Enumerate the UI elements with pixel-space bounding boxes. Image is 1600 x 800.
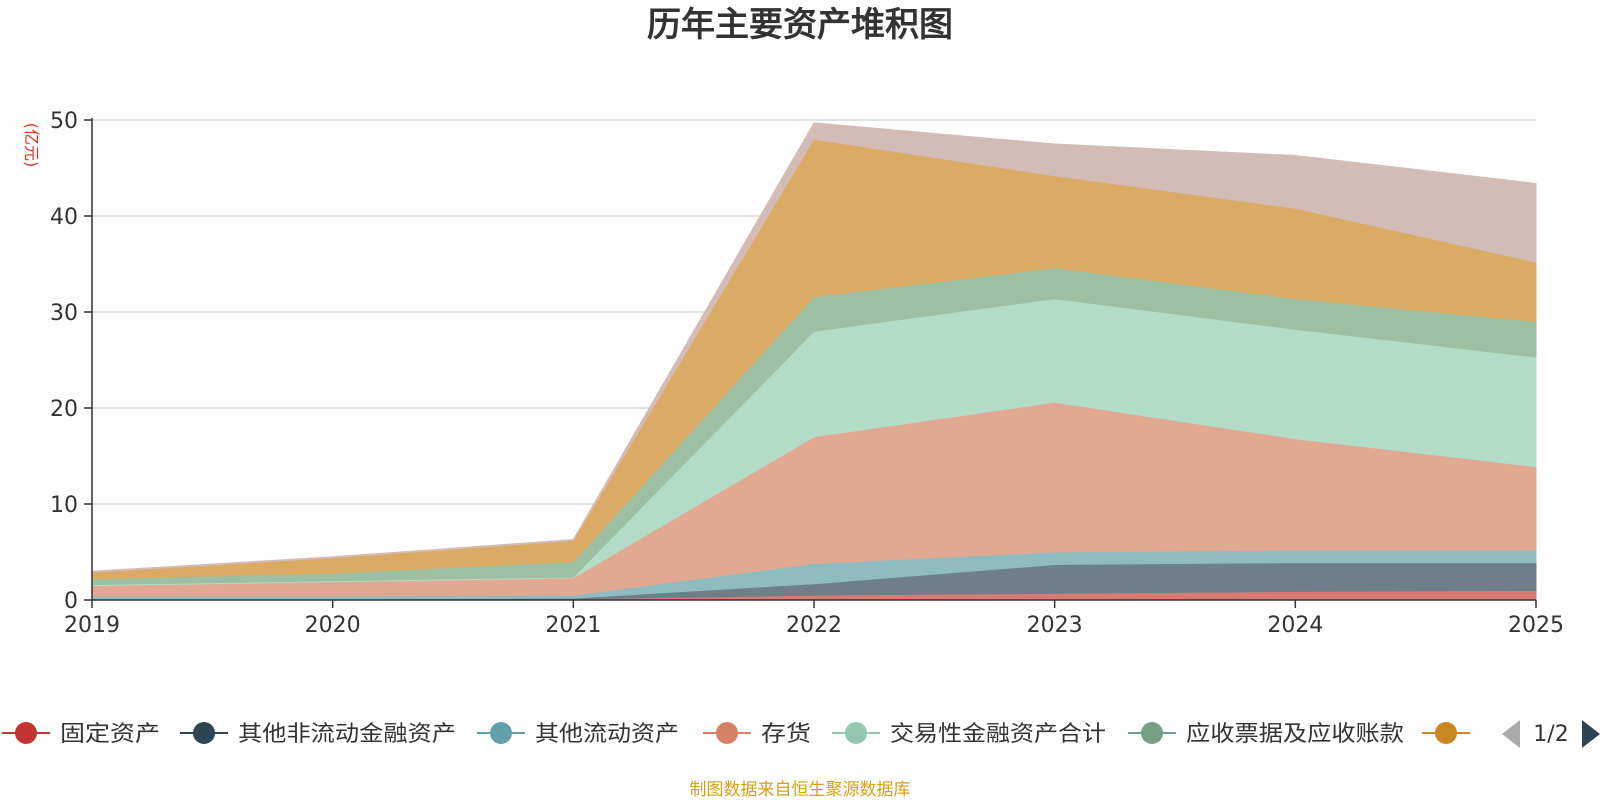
x-tick-label: 2019 [64,613,120,638]
y-tick-label: 50 [50,109,78,134]
y-tick-label: 40 [50,205,78,230]
y-tick-label: 10 [50,493,78,518]
legend-item-2[interactable]: 其他非流动金融资产 [180,722,456,747]
legend-item-6[interactable]: 应收票据及应收账款 [1128,722,1404,747]
legend-item-4[interactable]: 存货 [703,722,811,747]
axes: 0 10 20 30 40 50 2019 2020 2021 2022 2023 2024 2025 [50,109,1564,638]
x-tick-label: 2023 [1027,613,1083,638]
x-tick-label: 2020 [305,613,361,638]
legend-item-7[interactable] [1422,722,1470,744]
x-tick-label: 2025 [1508,613,1564,638]
legend-page-indicator: 1/2 [1533,722,1568,747]
legend-marker-icon [490,722,512,744]
legend-item-1[interactable]: 固定资产 [2,722,160,747]
y-axis-unit: (亿元) [22,123,41,168]
legend-label: 其他非流动金融资产 [238,722,456,747]
x-tick-label: 2021 [545,613,601,638]
x-tick-label: 2024 [1267,613,1323,638]
legend: 固定资产 其他非流动金融资产 其他流动资产 存货 交易性金融资产合计 应收票据及应收账款 1… [2,720,1600,748]
legend-marker-icon [15,722,37,744]
legend-label: 固定资产 [60,722,160,747]
legend-marker-icon [1141,722,1163,744]
legend-marker-icon [1435,722,1457,744]
triangle-left-icon[interactable] [1502,720,1520,748]
legend-label: 交易性金融资产合计 [890,722,1106,747]
legend-marker-icon [193,722,215,744]
source-note: 制图数据来自恒生聚源数据库 [690,780,911,800]
triangle-right-icon[interactable] [1582,720,1600,748]
legend-marker-icon [845,722,867,744]
area-series [91,122,1537,601]
x-tick-label: 2022 [786,613,842,638]
legend-label: 应收票据及应收账款 [1186,722,1404,747]
legend-item-5[interactable]: 交易性金融资产合计 [832,722,1106,747]
legend-label: 其他流动资产 [535,722,679,747]
area-series-8[interactable] [91,122,1537,573]
y-tick-label: 0 [64,589,78,614]
y-tick-label: 30 [50,301,78,326]
y-tick-label: 20 [50,397,78,422]
chart-title: 历年主要资产堆积图 [647,5,953,45]
legend-item-3[interactable]: 其他流动资产 [477,722,679,747]
legend-label: 存货 [761,722,811,747]
legend-marker-icon [716,722,738,744]
